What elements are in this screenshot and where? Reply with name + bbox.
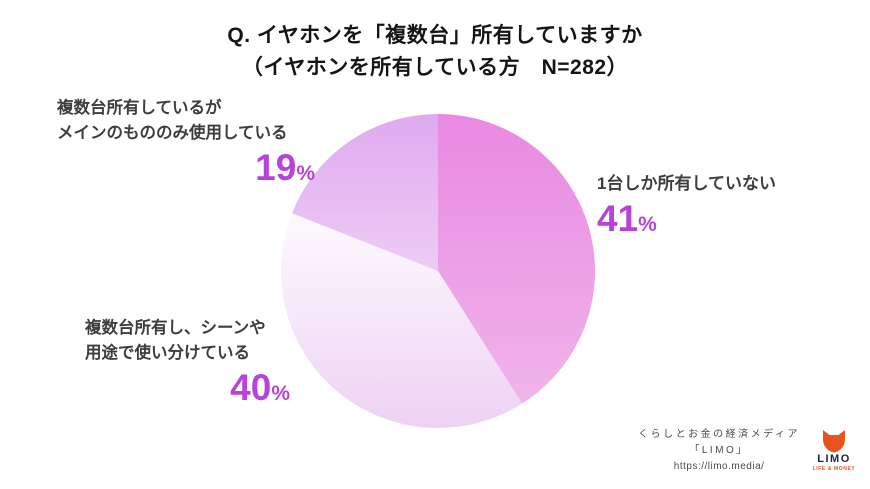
slice-label-text: 1台しか所有していない [597,171,847,197]
pie-slice-1 [438,114,595,404]
chart-title-line1: Q. イヤホンを「複数台」所有していますか [227,24,643,47]
label-line: 用途で使い分けている [85,343,250,362]
label-line: 複数台所有し、シーンや [85,319,266,337]
limo-fox-icon [823,429,845,453]
chart-title: Q. イヤホンを「複数台」所有していますか （イヤホンを所有している方 N=28… [0,20,870,83]
label-line: 1台しか所有していない [597,174,776,193]
slice-label-only-one: 1台しか所有していない 41% [597,171,847,238]
slice-label-multiple-by-scene: 複数台所有し、シーンや 用途で使い分けている 40% [85,316,290,407]
credit-url: https://limo.media/ [673,461,765,472]
chart-title-line2: （イヤホンを所有している方 N=282） [241,55,629,79]
percent-number: 19 [255,146,297,188]
slice-label-multiple-main-only: 複数台所有しているが メインのもののみ使用している 19% [57,96,315,187]
percent-number: 40 [230,366,272,408]
slice-label-text: 複数台所有しているが メインのもののみ使用している [57,96,315,146]
limo-logo: LIMO LIFE & MONEY [810,429,858,473]
label-line: 複数台所有しているが [57,99,222,117]
percent-value-40: 40% [85,366,290,408]
pie-chart [281,114,595,428]
percent-sign: % [271,381,290,405]
percent-sign: % [296,161,315,185]
credit-line1: くらしとお金の経済メディア [638,429,800,440]
limo-logo-text: LIMO [817,452,851,465]
percent-value-19: 19% [57,146,315,188]
slice-label-text: 複数台所有し、シーンや 用途で使い分けている [85,316,290,366]
pie-slice-2 [281,213,523,428]
percent-sign: % [638,212,657,236]
label-line: メインのもののみ使用している [57,123,288,142]
credit-text: くらしとお金の経済メディア 「LIMO」 https://limo.media/ [638,427,800,475]
source-credit: くらしとお金の経済メディア 「LIMO」 https://limo.media/… [638,427,858,475]
percent-value-41: 41% [597,197,847,239]
pie-slice-3 [292,114,438,271]
percent-number: 41 [597,197,639,239]
limo-logo-subtext: LIFE & MONEY [812,466,856,473]
credit-line2: 「LIMO」 [689,445,749,456]
